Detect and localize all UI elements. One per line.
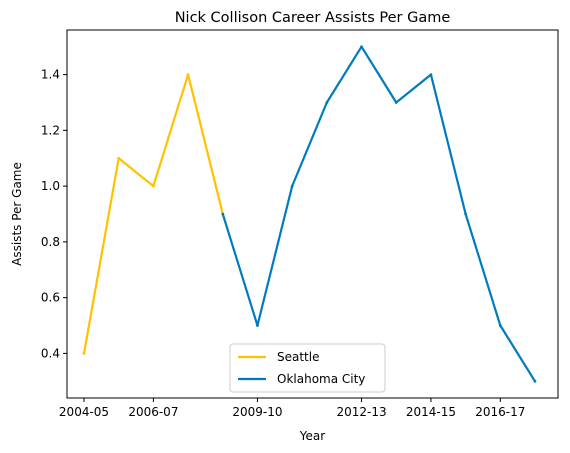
data-point bbox=[82, 351, 86, 355]
x-axis-label: Year bbox=[299, 429, 325, 443]
data-point bbox=[394, 101, 398, 104]
y-tick-label: 1.2 bbox=[41, 123, 60, 137]
x-tick-label: 2004-05 bbox=[59, 405, 109, 419]
data-point bbox=[325, 101, 329, 104]
chart-title: Nick Collison Career Assists Per Game bbox=[175, 10, 451, 26]
data-point bbox=[256, 324, 259, 327]
y-tick-label: 0.4 bbox=[41, 346, 60, 360]
x-tick-label: 2012-13 bbox=[336, 405, 386, 419]
x-tick-label: 2006-07 bbox=[128, 405, 178, 419]
x-tick-label: 2009-10 bbox=[232, 405, 282, 419]
data-point bbox=[290, 184, 294, 188]
y-tick-label: 0.6 bbox=[41, 291, 60, 305]
legend-box bbox=[229, 343, 386, 393]
data-point bbox=[151, 184, 155, 188]
y-axis-label: Assists Per Game bbox=[10, 162, 24, 266]
legend-label-0: Seattle bbox=[277, 350, 319, 364]
axes-frame bbox=[66, 29, 559, 399]
legend: Seattle Oklahoma City bbox=[229, 343, 386, 393]
plot-area bbox=[82, 45, 537, 383]
data-point bbox=[117, 156, 121, 160]
series-line-0 bbox=[82, 73, 224, 354]
data-point bbox=[186, 73, 190, 77]
y-tick-label: 0.8 bbox=[41, 235, 60, 249]
x-tick-label: 2016-17 bbox=[475, 405, 525, 419]
y-tick-label: 1.0 bbox=[41, 179, 60, 193]
data-point bbox=[429, 73, 433, 77]
x-tick-label: 2014-15 bbox=[406, 405, 456, 419]
y-tick-label: 1.4 bbox=[41, 68, 60, 82]
data-point bbox=[221, 212, 225, 216]
data-point bbox=[360, 45, 363, 49]
data-point bbox=[533, 379, 537, 383]
data-point bbox=[464, 212, 468, 216]
legend-label-1: Oklahoma City bbox=[277, 372, 365, 386]
series-line-1 bbox=[221, 45, 536, 382]
data-point bbox=[498, 324, 502, 327]
